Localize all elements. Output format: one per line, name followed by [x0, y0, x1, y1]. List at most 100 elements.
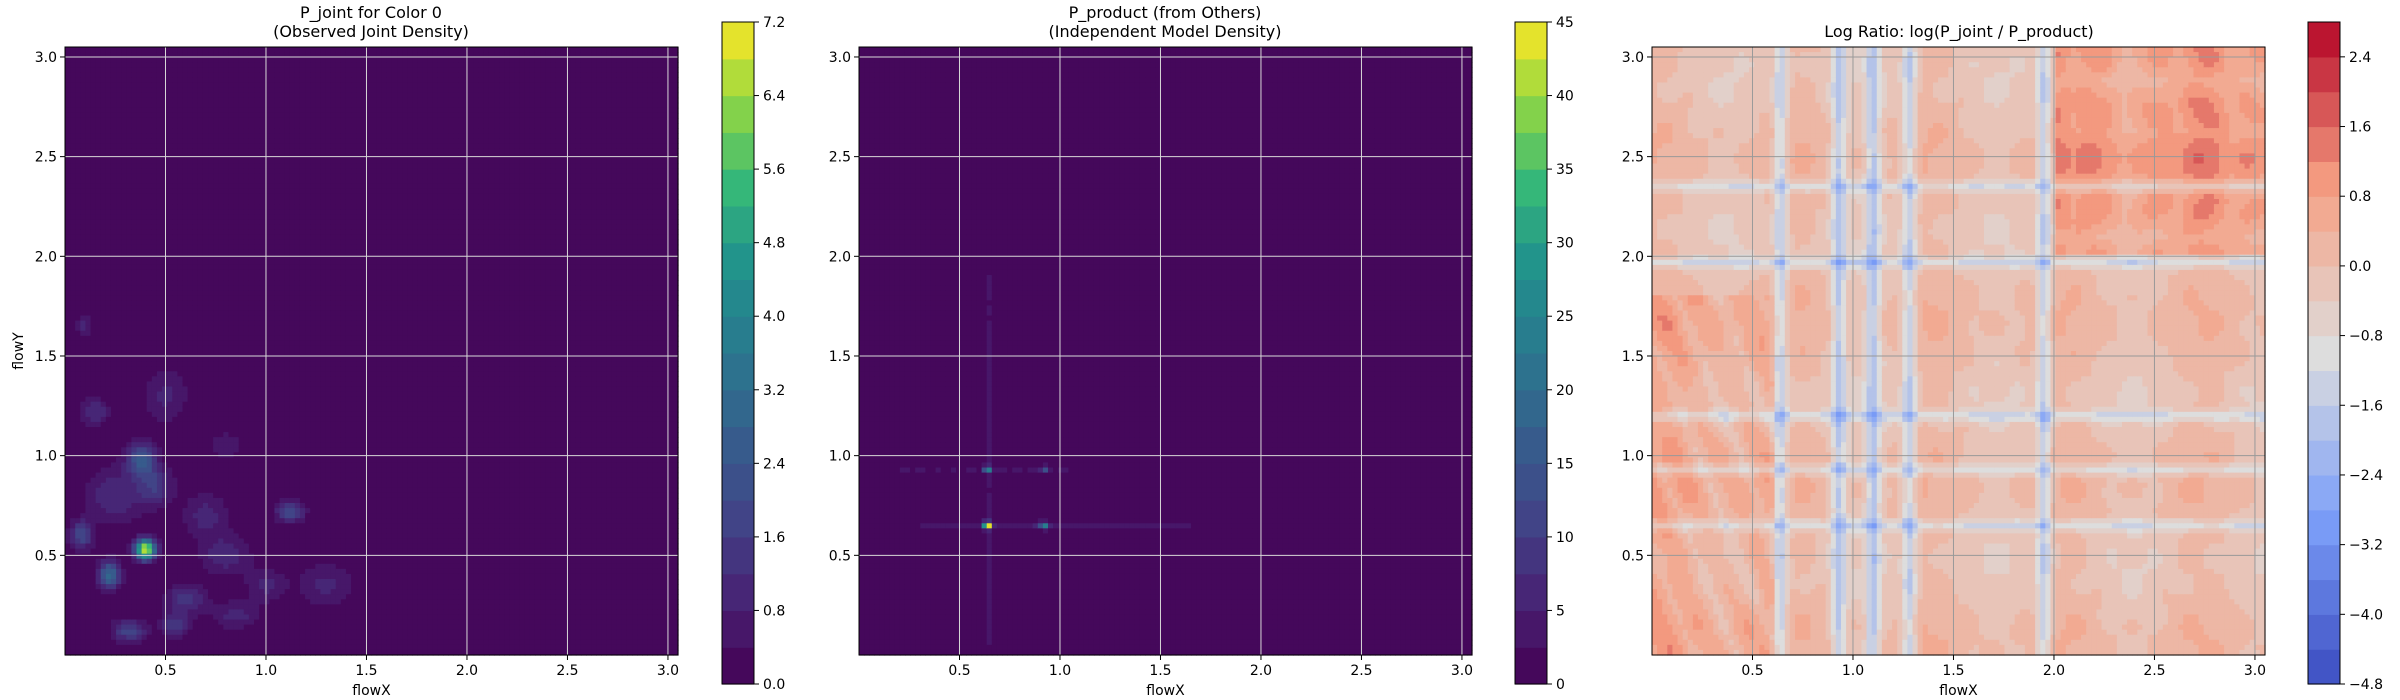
heatmap-cell: [238, 558, 245, 565]
heatmap-cell: [172, 427, 178, 433]
heatmap-cell: [259, 381, 265, 388]
heatmap-cell: [248, 199, 255, 205]
heatmap-cell: [162, 447, 168, 453]
heatmap-cell: [254, 275, 260, 281]
heatmap-cell: [90, 107, 97, 114]
heatmap-cell: [197, 548, 204, 555]
heatmap-cell: [136, 396, 143, 403]
heatmap-cell: [100, 133, 107, 139]
heatmap-cell: [70, 128, 76, 134]
heatmap-cell: [213, 183, 219, 190]
heatmap-cell: [264, 548, 270, 555]
heatmap-cell: [141, 558, 148, 565]
heatmap-cell: [254, 629, 260, 636]
heatmap-cell: [162, 558, 168, 565]
heatmap-cell: [75, 421, 81, 428]
heatmap-cell: [218, 518, 224, 524]
heatmap-cell: [172, 396, 178, 403]
heatmap-cell: [121, 173, 127, 180]
heatmap-cell: [243, 416, 250, 423]
heatmap-cell: [187, 173, 194, 180]
heatmap-cell: [70, 432, 76, 438]
heatmap-cell: [223, 558, 230, 565]
heatmap-cell: [208, 275, 214, 281]
heatmap-cell: [105, 462, 112, 469]
heatmap-cell: [218, 533, 224, 540]
heatmap-cell: [254, 72, 260, 78]
heatmap-cell: [141, 280, 148, 286]
heatmap-cell: [182, 604, 189, 610]
heatmap-cell: [218, 67, 224, 73]
heatmap-cell: [146, 300, 153, 306]
heatmap-cell: [65, 345, 71, 352]
heatmap-cell: [85, 629, 92, 636]
heatmap-cell: [126, 107, 133, 114]
heatmap-cell: [202, 259, 209, 266]
heatmap-cell: [259, 366, 265, 372]
heatmap-cell: [121, 487, 127, 494]
heatmap-cell: [105, 624, 112, 631]
heatmap-cell: [269, 492, 276, 499]
heatmap-cell: [208, 609, 214, 616]
heatmap-cell: [85, 168, 92, 175]
heatmap-cell: [248, 487, 255, 494]
heatmap-cell: [218, 553, 224, 560]
heatmap-cell: [65, 315, 71, 322]
heatmap-cell: [110, 72, 117, 78]
heatmap-cell: [269, 497, 276, 504]
heatmap-cell: [238, 249, 245, 256]
heatmap-cell: [141, 340, 148, 347]
heatmap-cell: [105, 391, 112, 398]
heatmap-cell: [167, 644, 173, 651]
heatmap-cell: [177, 199, 184, 205]
heatmap-cell: [141, 416, 148, 423]
heatmap-cell: [202, 462, 209, 469]
heatmap-cell: [100, 609, 107, 616]
heatmap-cell: [238, 371, 245, 377]
heatmap-cell: [167, 533, 173, 540]
heatmap-cell: [213, 609, 219, 616]
heatmap-cell: [70, 315, 76, 322]
heatmap-cell: [208, 366, 214, 372]
heatmap-cell: [162, 573, 168, 580]
heatmap-cell: [233, 629, 240, 636]
heatmap-cell: [162, 477, 168, 484]
heatmap-cell: [131, 82, 138, 89]
heatmap-cell: [75, 548, 81, 555]
heatmap-cell: [248, 543, 255, 550]
heatmap-cell: [238, 609, 245, 616]
heatmap-cell: [233, 563, 240, 570]
heatmap-cell: [233, 143, 240, 149]
heatmap-cell: [105, 538, 112, 545]
heatmap-cell: [65, 148, 71, 154]
heatmap-cell: [213, 614, 219, 621]
heatmap-cell: [233, 52, 240, 58]
heatmap-cell: [121, 604, 127, 610]
heatmap-cell: [238, 143, 245, 149]
heatmap-cell: [213, 406, 219, 413]
heatmap-cell: [121, 123, 127, 129]
heatmap-cell: [121, 47, 127, 53]
heatmap-cell: [126, 604, 133, 610]
heatmap-cell: [218, 320, 224, 327]
heatmap-cell: [141, 391, 148, 398]
heatmap-cell: [223, 340, 230, 347]
heatmap-cell: [162, 199, 168, 205]
heatmap-cell: [274, 92, 281, 99]
heatmap-cell: [264, 649, 270, 656]
heatmap-cell: [192, 416, 199, 423]
heatmap-cell: [131, 330, 138, 337]
heatmap-cell: [197, 492, 204, 499]
heatmap-cell: [197, 209, 204, 215]
heatmap-cell: [80, 366, 87, 372]
heatmap-cell: [264, 254, 270, 261]
heatmap-cell: [218, 356, 224, 362]
heatmap-cell: [274, 345, 281, 352]
heatmap-cell: [254, 457, 260, 464]
heatmap-cell: [269, 168, 276, 175]
heatmap-cell: [172, 325, 178, 332]
heatmap-cell: [95, 579, 102, 585]
heatmap-cell: [172, 508, 178, 514]
heatmap-cell: [100, 503, 107, 509]
heatmap-cell: [248, 148, 255, 154]
